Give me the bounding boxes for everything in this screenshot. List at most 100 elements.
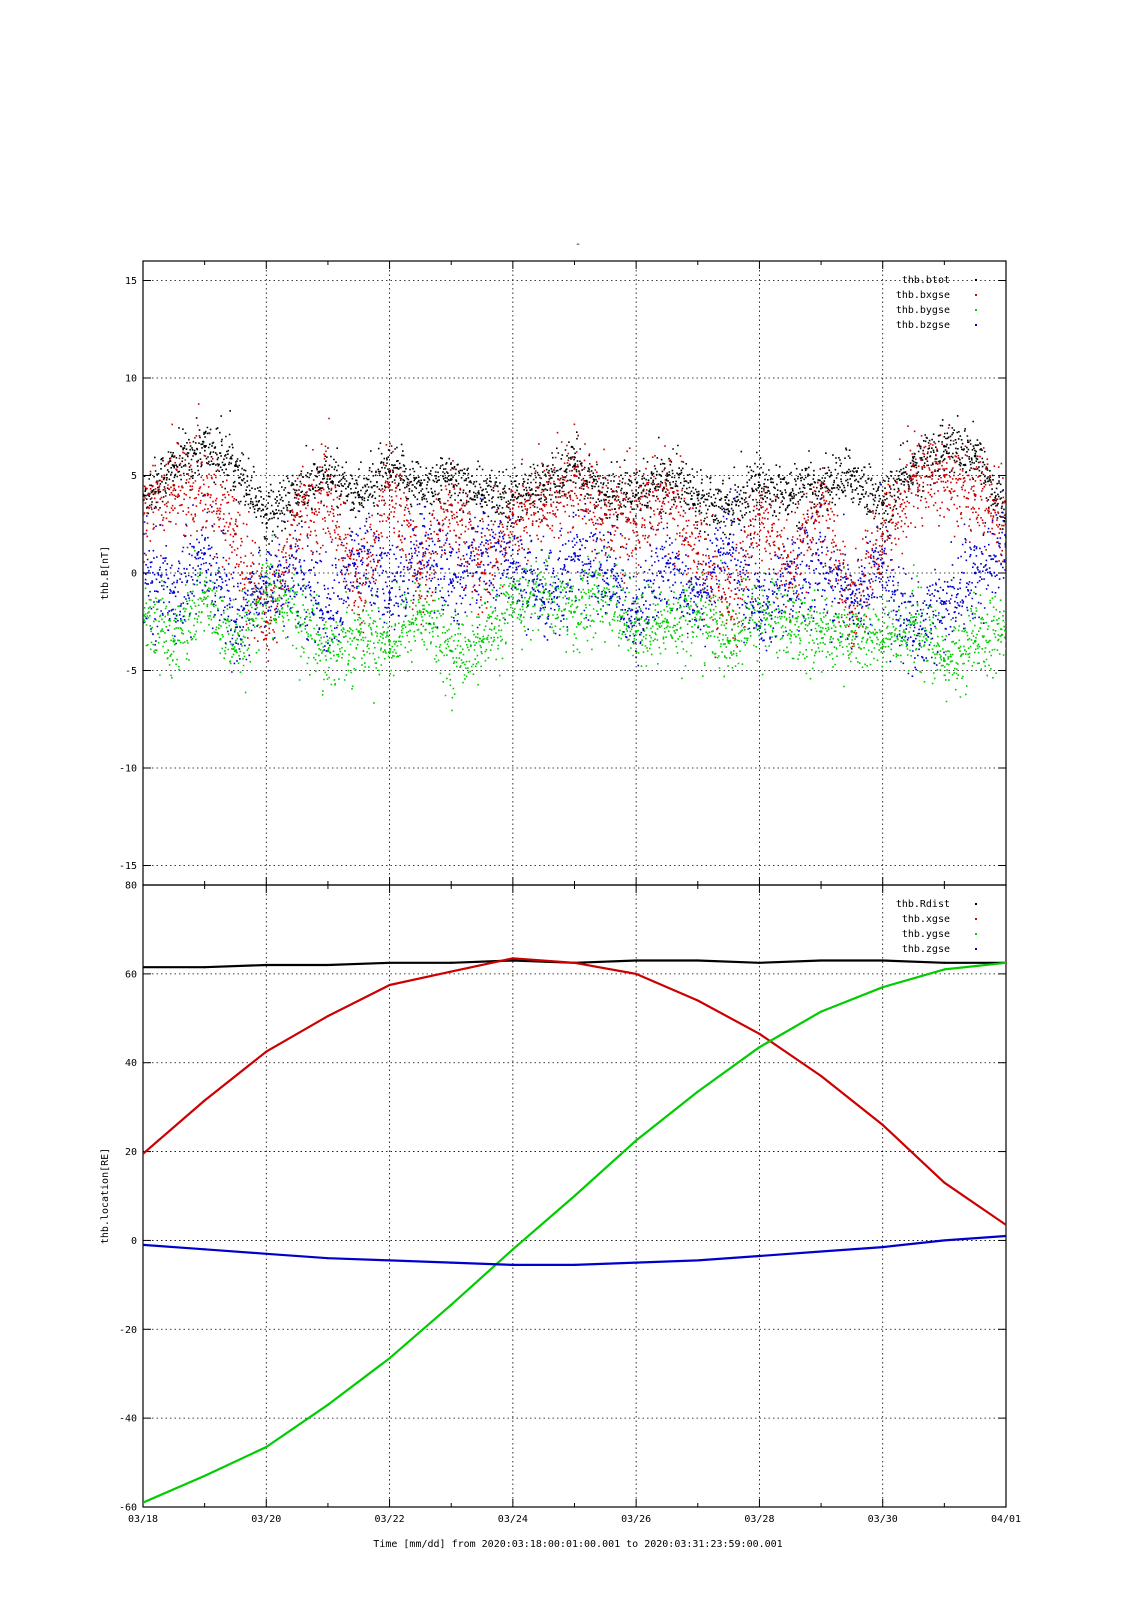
data-point xyxy=(850,630,854,633)
data-point xyxy=(542,600,546,604)
data-point xyxy=(912,639,915,643)
data-point xyxy=(511,513,515,516)
data-point xyxy=(203,493,207,497)
y-tick-label: -10 xyxy=(119,764,137,775)
data-point xyxy=(388,1259,391,1262)
data-point xyxy=(603,493,607,497)
scatter-points xyxy=(143,476,1006,677)
data-point xyxy=(234,620,237,624)
series-thb-bxgse xyxy=(143,403,1006,662)
data-point xyxy=(143,513,145,516)
data-point xyxy=(819,959,823,962)
data-point xyxy=(203,966,206,969)
data-point xyxy=(143,610,145,614)
data-point xyxy=(727,542,731,546)
data-point xyxy=(357,630,361,633)
legend-label: thb.ygse xyxy=(902,929,950,940)
data-point xyxy=(635,1261,638,1264)
thb-location-axis-label: thb.location[RE] xyxy=(100,1148,111,1244)
data-point xyxy=(943,1239,946,1242)
data-point xyxy=(143,1243,145,1246)
data-point xyxy=(788,620,792,624)
data-point xyxy=(696,1259,699,1262)
data-point xyxy=(634,630,638,633)
data-point xyxy=(203,444,207,448)
data-point xyxy=(388,639,391,643)
series-line xyxy=(143,961,1006,1504)
data-point xyxy=(264,591,268,594)
data-point xyxy=(912,474,915,477)
legend-label: thb.bygse xyxy=(896,305,950,316)
data-point xyxy=(943,968,946,971)
data-point xyxy=(449,503,453,507)
legend-label: thb.zgse xyxy=(902,944,950,955)
data-point xyxy=(511,600,515,604)
data-point xyxy=(788,581,792,585)
data-point xyxy=(696,959,699,962)
data-point xyxy=(758,1046,761,1049)
data-point xyxy=(357,591,361,594)
series-thb-ygse xyxy=(143,961,1006,1504)
data-point xyxy=(480,493,484,497)
data-point xyxy=(203,552,207,555)
series-thb-xgse xyxy=(143,957,1006,1226)
data-point xyxy=(634,493,638,497)
data-point xyxy=(696,999,699,1002)
y-tick-label: 80 xyxy=(125,881,137,892)
legend-marker xyxy=(975,309,977,311)
legend-label: thb.btot xyxy=(902,275,950,286)
y-tick-label: 10 xyxy=(125,374,137,385)
y-tick-label: -40 xyxy=(119,1414,137,1425)
x-axis-label: Time [mm/dd] from 2020:03:18:00:01:00.00… xyxy=(373,1539,782,1550)
data-point xyxy=(143,1501,145,1504)
data-point xyxy=(973,493,977,497)
plot-frame xyxy=(142,884,1007,1508)
x-tick-label: 03/24 xyxy=(498,1514,528,1525)
data-point xyxy=(326,610,330,614)
data-point xyxy=(943,961,946,964)
data-point xyxy=(850,474,854,477)
data-point xyxy=(881,986,884,989)
data-point xyxy=(635,959,638,962)
data-point xyxy=(573,610,576,614)
data-point xyxy=(696,552,700,555)
data-point xyxy=(295,513,299,516)
data-point xyxy=(418,571,422,575)
series-thb-bygse xyxy=(143,534,1006,712)
data-point xyxy=(450,970,453,973)
data-point xyxy=(665,561,669,565)
data-point xyxy=(388,483,391,487)
thb-b-axis-label: thb.B[nT] xyxy=(100,546,111,600)
magnetic-field-panel: -15 -10 -5 0 5 10 15 thb.B[nT] thb.btot thb.bxgse… xyxy=(100,260,1007,886)
data-point xyxy=(788,571,792,575)
data-point xyxy=(943,1181,946,1184)
data-point xyxy=(511,957,514,960)
data-point xyxy=(881,561,885,565)
data-point xyxy=(295,571,299,575)
data-point xyxy=(942,600,946,604)
data-point xyxy=(573,552,576,555)
data-point xyxy=(819,630,823,633)
data-point xyxy=(449,478,453,481)
data-point xyxy=(758,513,761,516)
data-point xyxy=(942,659,946,663)
legend-marker xyxy=(975,294,977,296)
data-point xyxy=(264,620,268,624)
data-point xyxy=(418,483,422,487)
data-point xyxy=(326,1014,330,1018)
data-point xyxy=(511,1263,514,1266)
data-point xyxy=(1004,630,1006,633)
data-point xyxy=(758,483,761,487)
data-point xyxy=(203,1248,206,1251)
data-point xyxy=(357,552,361,555)
data-point xyxy=(418,610,422,614)
data-point xyxy=(265,963,268,967)
data-point xyxy=(234,464,237,468)
data-point xyxy=(450,961,453,964)
scatter-points xyxy=(143,403,1006,662)
data-point xyxy=(388,983,391,987)
data-point xyxy=(143,966,145,969)
data-point xyxy=(1004,542,1006,546)
data-point xyxy=(480,571,484,575)
legend-marker xyxy=(975,279,977,281)
